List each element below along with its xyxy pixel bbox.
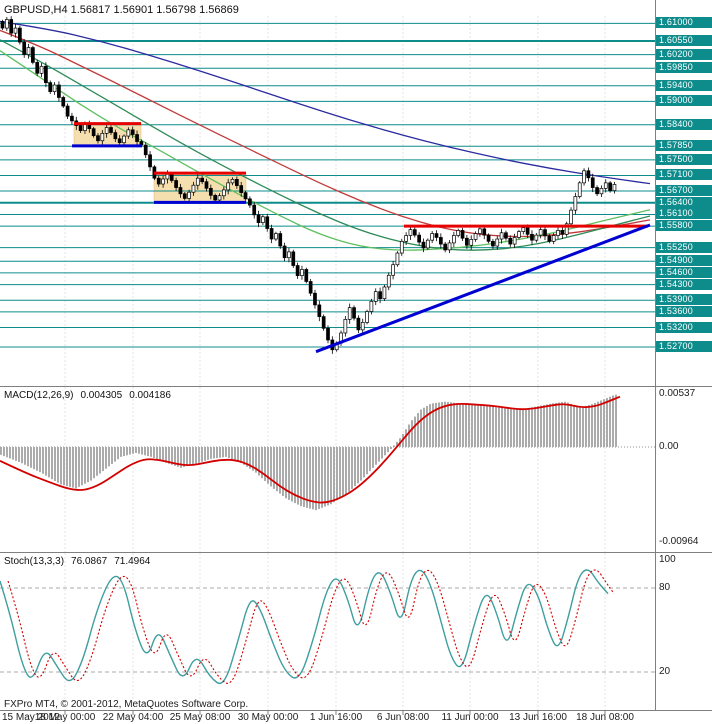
price-level-label: 1.59400	[656, 79, 712, 91]
chart-title-ohlc: GBPUSD,H4 1.56817 1.56901 1.56798 1.5686…	[4, 4, 239, 16]
price-level-label: 1.55250	[656, 241, 712, 253]
macd-indicator-label: MACD(12,26,9) 0.004305 0.004186	[4, 390, 178, 401]
price-level-label: 1.57100	[656, 169, 712, 181]
price-level-label: 1.55800	[656, 220, 712, 232]
price-level-label: 1.59000	[656, 95, 712, 107]
price-level-label: 1.56700	[656, 185, 712, 197]
stoch-scale-label: 80	[659, 582, 671, 593]
time-axis-label: 6 Jun 08:00	[376, 712, 430, 723]
price-level-label: 1.58400	[656, 118, 712, 130]
copyright-text: FXPro MT4, © 2001-2012, MetaQuotes Softw…	[4, 699, 249, 710]
price-level-label: 1.59850	[656, 62, 712, 74]
macd-name: MACD(12,26,9)	[4, 390, 74, 401]
price-level-label: 1.54600	[656, 266, 712, 278]
time-axis-label: 13 Jun 16:00	[509, 712, 567, 723]
time-axis-label: 11 Jun 00:00	[441, 712, 499, 723]
price-level-label: 1.56400	[656, 196, 712, 208]
price-level-label: 1.57850	[656, 140, 712, 152]
stoch-scale-label: 100	[659, 554, 676, 565]
price-level-label: 1.57500	[656, 153, 712, 165]
macd-signal-value: 0.004186	[129, 390, 171, 401]
stoch-value: 76.0867	[71, 556, 108, 567]
time-axis-label: 1 Jun 16:00	[309, 712, 363, 723]
price-level-label: 1.60550	[656, 34, 712, 46]
price-level-label: 1.52700	[656, 341, 712, 352]
macd-scale-label: -0.00964	[659, 536, 699, 548]
time-axis-label: 18 May 00:00	[34, 712, 96, 723]
stoch-signal-value: 71.4964	[114, 556, 151, 567]
price-level-label: 1.53600	[656, 305, 712, 317]
price-level-label: 1.53900	[656, 294, 712, 306]
price-level-label: 1.54300	[656, 278, 712, 290]
stoch-scale-label: 20	[659, 666, 671, 677]
price-level-label: 1.61000	[656, 17, 712, 29]
stoch-indicator-label: Stoch(13,3,3) 76.0867 71.4964	[4, 556, 157, 567]
macd-scale-label: 0.00537	[659, 387, 696, 399]
time-axis-label: 15 May 2012	[2, 712, 60, 723]
price-level-label: 1.53200	[656, 321, 712, 333]
price-level-label: 1.54900	[656, 255, 712, 267]
time-axis-label: 25 May 08:00	[169, 712, 231, 723]
macd-scale-label: 0.00	[659, 441, 679, 452]
time-axis-label: 30 May 00:00	[237, 712, 299, 723]
price-level-label: 1.60200	[656, 48, 712, 60]
price-level-label: 1.56100	[656, 208, 712, 220]
time-axis-label: 22 May 04:00	[102, 712, 164, 723]
stoch-name: Stoch(13,3,3)	[4, 556, 65, 567]
macd-value: 0.004305	[80, 390, 123, 401]
time-axis-label: 18 Jun 08:00	[576, 712, 634, 723]
